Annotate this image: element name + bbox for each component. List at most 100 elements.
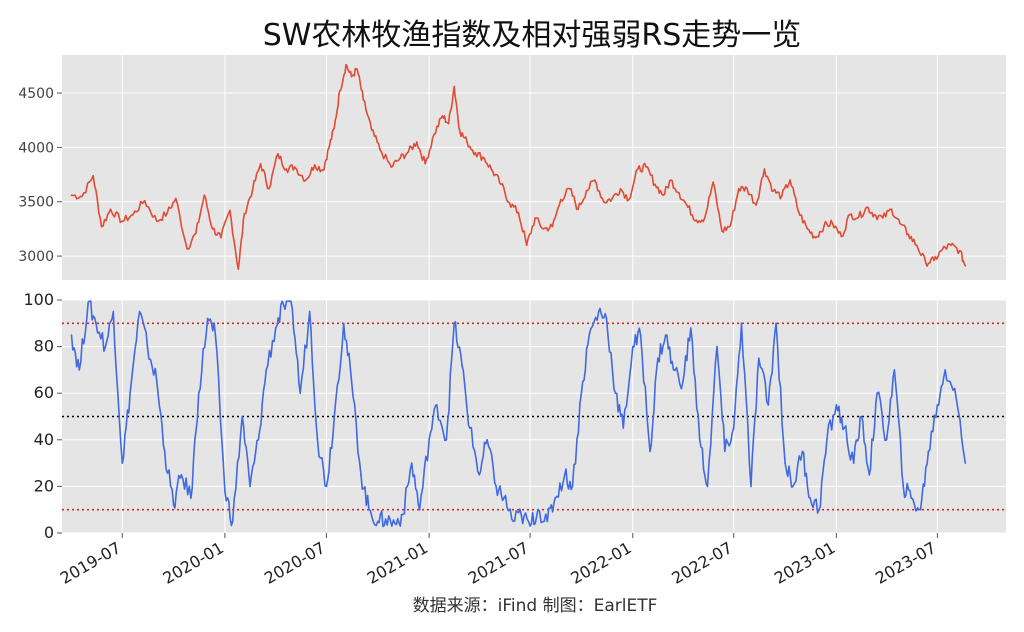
RS-point	[843, 427, 845, 429]
RS-point	[377, 520, 379, 523]
RS-point	[257, 439, 260, 441]
index-gridlines	[62, 55, 1006, 280]
index-point	[619, 187, 622, 190]
rs-y-ticks: 0 20 40 60 80 100	[23, 290, 62, 542]
index-point	[259, 162, 262, 165]
x-tick-label: 2020-01	[160, 538, 227, 588]
RS-point	[672, 369, 675, 371]
RS-line	[70, 300, 967, 528]
RS-point	[503, 497, 505, 499]
index-point	[924, 261, 927, 264]
RS-point	[953, 387, 956, 390]
index-point	[121, 220, 124, 223]
index-point	[780, 195, 783, 198]
RS-point	[325, 485, 328, 488]
index-point	[466, 141, 468, 143]
index-point	[763, 168, 766, 170]
y-tick-label: 20	[34, 476, 54, 495]
RS-point	[690, 327, 692, 329]
index-point	[459, 130, 461, 132]
RS-point	[342, 322, 345, 325]
RS-point	[411, 462, 413, 464]
RS-point	[944, 369, 946, 371]
RS-point	[402, 513, 404, 516]
index-point	[950, 244, 952, 246]
index-point	[203, 194, 206, 196]
RS-point	[112, 310, 115, 313]
index-point	[293, 166, 296, 168]
index-point	[933, 259, 935, 262]
index-point	[703, 217, 706, 219]
RS-point	[418, 508, 421, 511]
RS-point	[512, 520, 515, 523]
RS-point	[758, 357, 760, 360]
index-point	[356, 68, 358, 70]
RS-point	[172, 504, 175, 506]
RS-point	[893, 369, 896, 371]
RS-point	[588, 334, 590, 336]
RS-point	[964, 462, 967, 464]
RS-point	[360, 474, 362, 476]
chart-title: SW农林牧渔指数及相对强弱RS走势一览	[263, 18, 802, 53]
RS-point	[767, 404, 770, 406]
RS-point	[333, 415, 336, 418]
RS-point	[571, 485, 574, 488]
index-point	[474, 152, 477, 154]
RS-point	[197, 392, 200, 395]
index-point	[229, 209, 231, 212]
index-point	[899, 222, 901, 225]
RS-point	[78, 369, 81, 371]
RS-point	[876, 392, 878, 395]
y-tick-label: 100	[23, 290, 54, 309]
index-point	[857, 216, 860, 218]
RS-point	[156, 380, 158, 383]
index-point	[577, 208, 579, 211]
index-series	[70, 64, 967, 270]
RS-point	[852, 462, 855, 464]
RS-point	[657, 357, 659, 360]
RS-point	[826, 439, 828, 441]
RS-point	[775, 322, 777, 325]
RS-point	[95, 322, 97, 325]
index-point	[143, 199, 146, 202]
index-point	[941, 248, 944, 251]
index-point	[370, 129, 373, 131]
index-point	[333, 127, 336, 129]
RS-point	[224, 490, 226, 492]
index-point	[322, 169, 324, 171]
RS-point	[163, 450, 166, 453]
index-point	[654, 183, 656, 186]
RS-point	[784, 462, 786, 464]
index-point	[551, 225, 554, 228]
RS-point	[206, 317, 209, 320]
RS-point	[520, 513, 522, 516]
index-point	[285, 168, 288, 170]
index-point	[866, 206, 868, 208]
index-point	[678, 192, 680, 194]
RS-point	[478, 474, 481, 476]
RS-point	[129, 392, 131, 395]
index-point	[441, 115, 444, 117]
RS-point	[350, 380, 353, 383]
index-point	[211, 228, 214, 230]
index-point	[399, 157, 401, 160]
RS-point	[902, 485, 905, 488]
index-point	[447, 122, 450, 125]
x-tick-label: 2020-07	[261, 538, 328, 588]
rs-series	[70, 300, 967, 528]
RS-point	[461, 364, 463, 367]
index-point	[542, 228, 545, 230]
RS-point	[740, 322, 743, 325]
RS-point	[716, 345, 718, 348]
index-point	[220, 236, 222, 239]
RS-point	[249, 485, 251, 488]
index-point	[687, 206, 689, 208]
RS-point	[818, 508, 820, 511]
RS-point	[436, 404, 438, 406]
RS-point	[146, 345, 149, 348]
index-point	[602, 200, 605, 203]
index-point	[92, 174, 94, 177]
index-point	[517, 211, 520, 214]
RS-point	[936, 404, 939, 406]
